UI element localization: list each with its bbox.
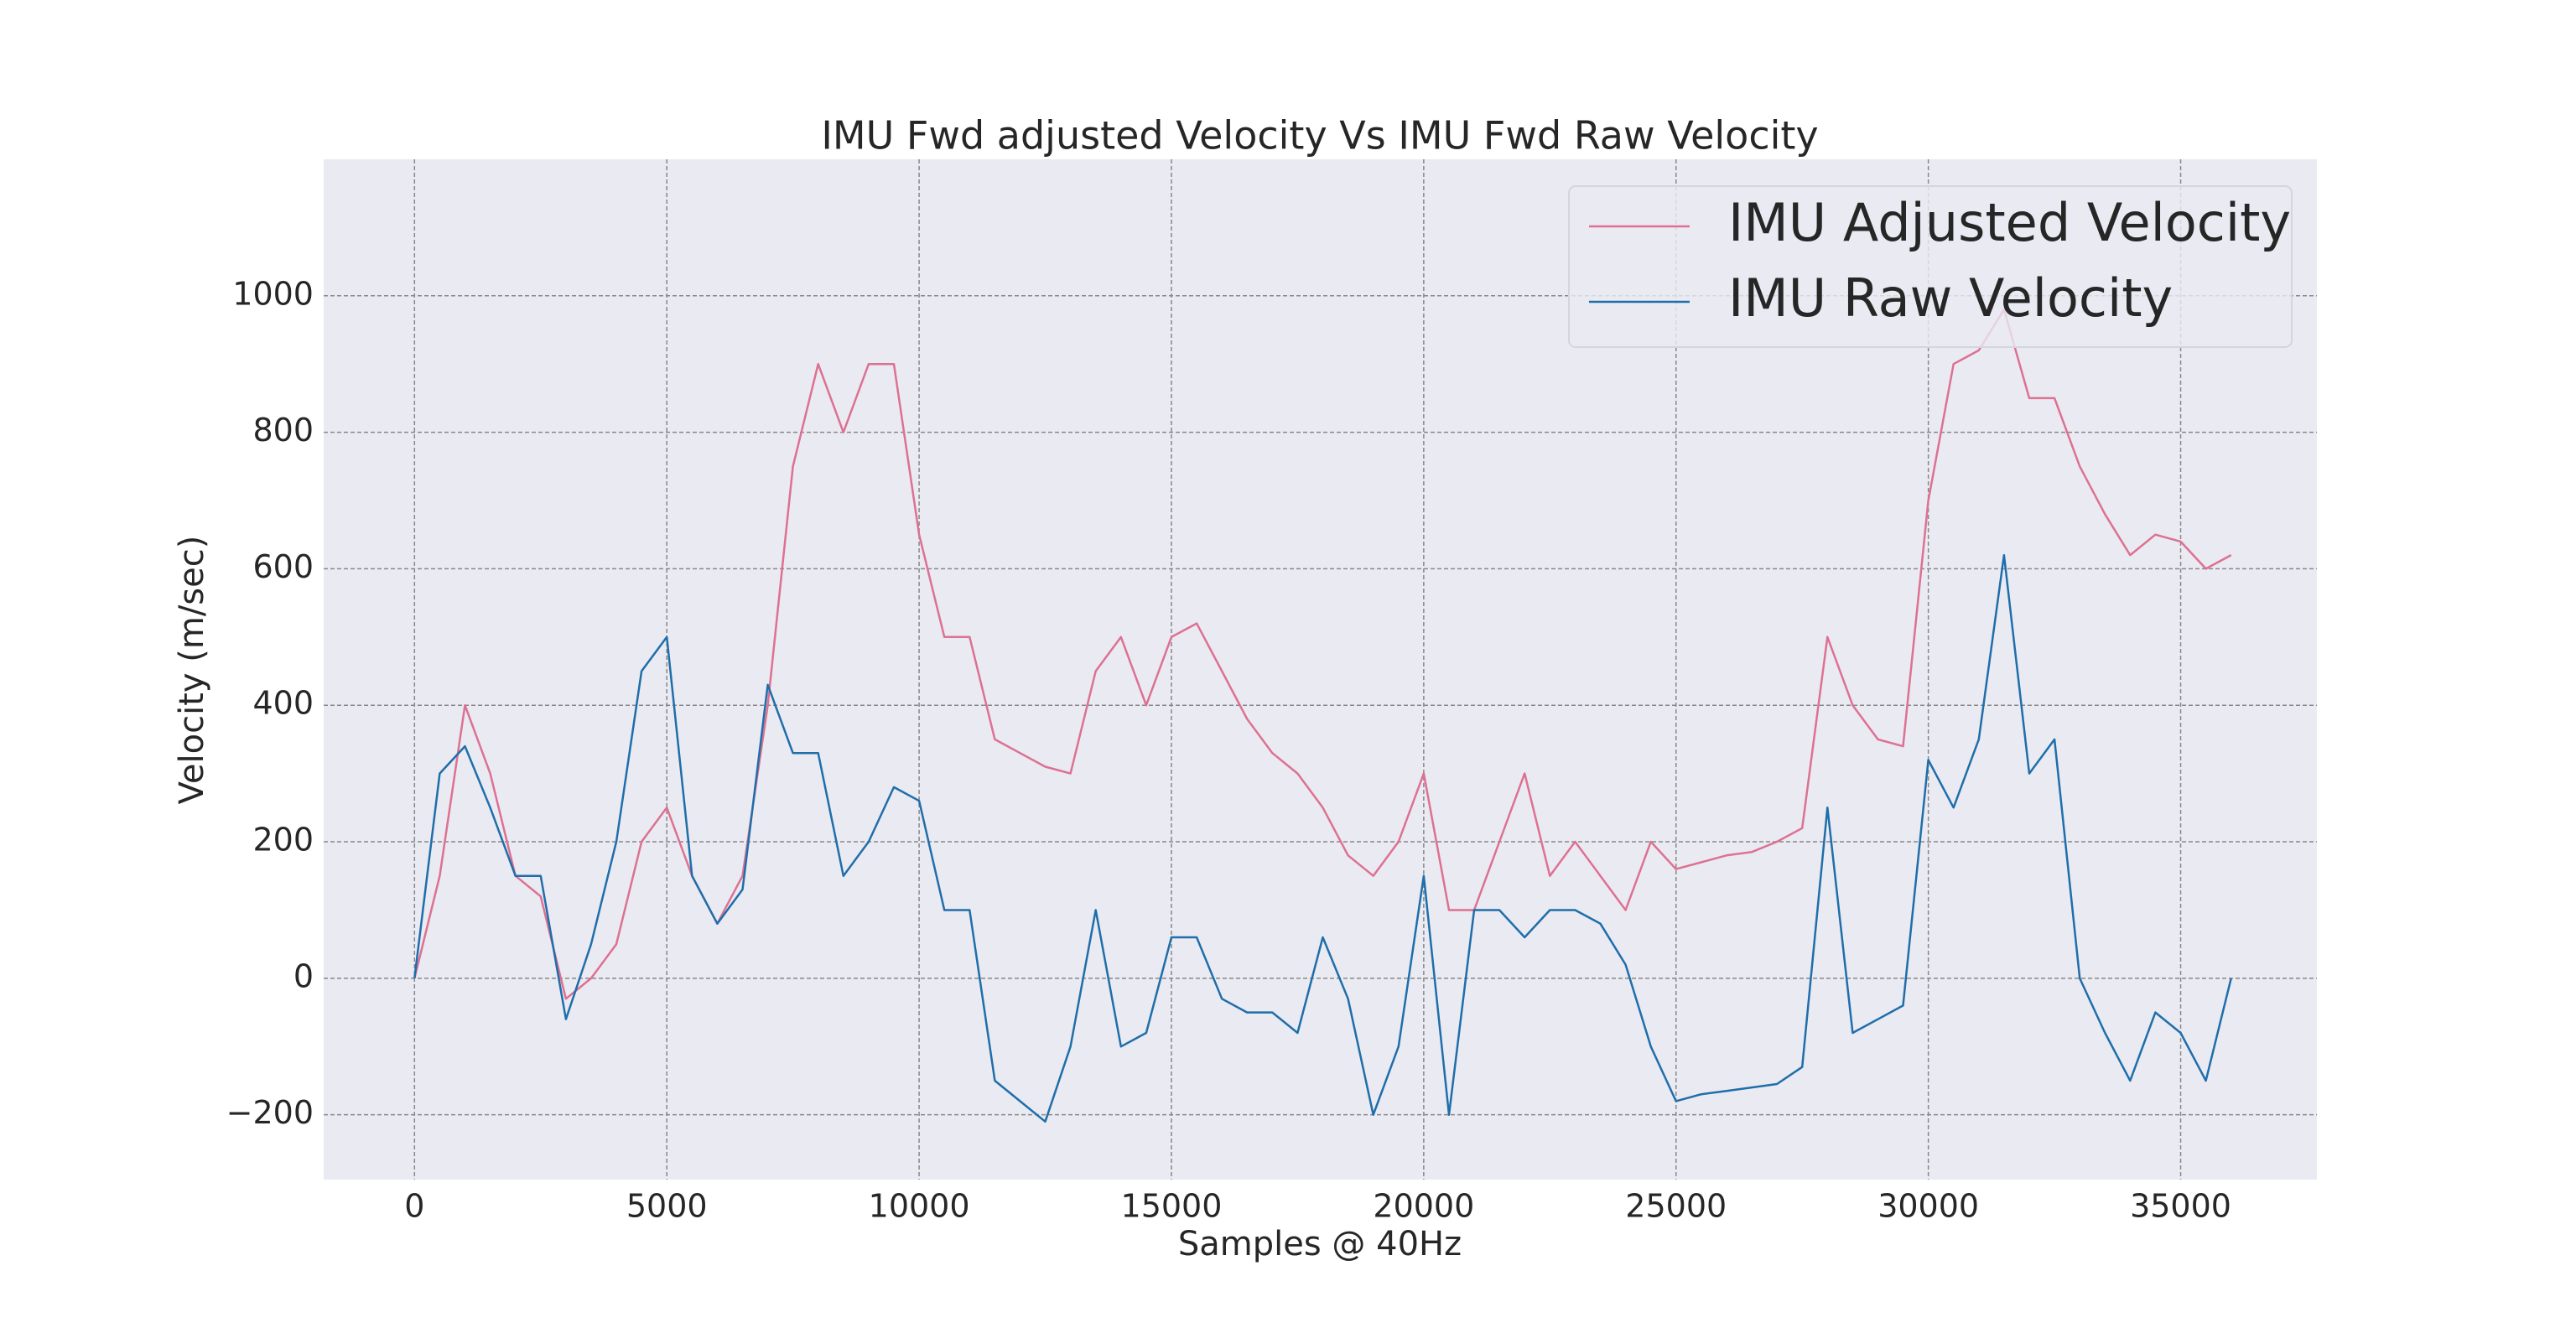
y-tick-label: 200 [252, 822, 314, 859]
legend-box [1568, 185, 2293, 348]
x-tick-label: 25000 [1625, 1188, 1727, 1225]
y-tick-label: 800 [252, 412, 314, 449]
x-tick-label: 30000 [1877, 1188, 1979, 1225]
x-tick-label: 20000 [1373, 1188, 1474, 1225]
x-tick-label: 35000 [2130, 1188, 2231, 1225]
legend-label: IMU Raw Velocity [1728, 267, 2173, 329]
x-tick-label: 0 [404, 1188, 424, 1225]
series-line [413, 553, 2232, 1123]
y-axis-label: Velocity (m/sec) [173, 536, 211, 805]
x-tick-label: 15000 [1121, 1188, 1223, 1225]
legend-label: IMU Adjusted Velocity [1728, 192, 2291, 253]
x-tick-label: 10000 [869, 1188, 970, 1225]
chart-title: IMU Fwd adjusted Velocity Vs IMU Fwd Raw… [821, 113, 1818, 158]
y-tick-label: −200 [226, 1094, 314, 1131]
y-tick-label: 600 [252, 548, 314, 585]
y-tick-label: 400 [252, 685, 314, 722]
y-tick-label: 1000 [232, 275, 314, 312]
x-axis-label: Samples @ 40Hz [1178, 1225, 1462, 1263]
x-tick-label: 5000 [626, 1188, 708, 1225]
y-tick-label: 0 [293, 957, 314, 994]
